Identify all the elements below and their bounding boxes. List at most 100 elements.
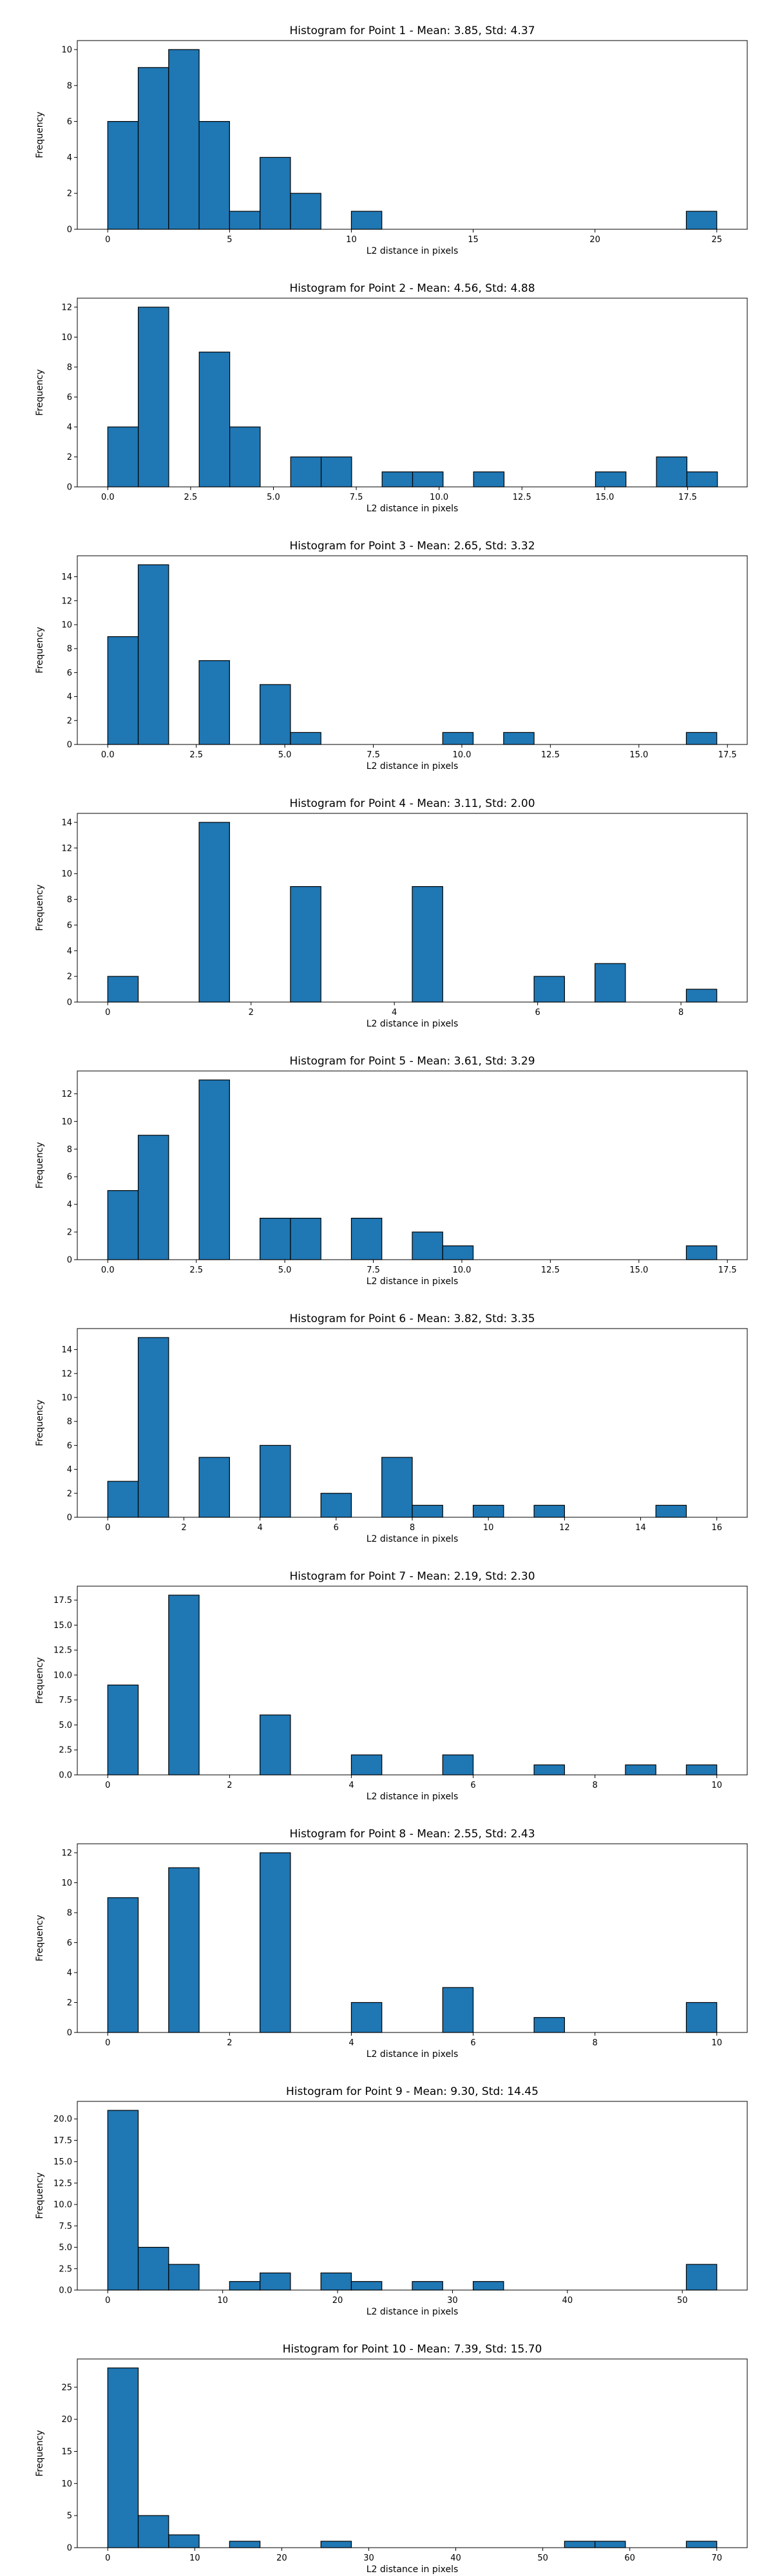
plot-frame: [77, 1586, 748, 1776]
histogram-bar: [260, 684, 291, 745]
x-axis-label: L2 distance in pixels: [367, 504, 459, 514]
histogram-bar: [107, 426, 139, 488]
x-tick-label: 0: [105, 1523, 110, 1533]
y-tick-label: 2: [67, 189, 72, 199]
x-axis-label: L2 distance in pixels: [367, 2307, 459, 2317]
plot-frame: [77, 298, 748, 488]
plot-frame: [77, 1843, 748, 2033]
y-tick-label: 8: [67, 363, 72, 372]
x-tick-label: 0.0: [101, 493, 115, 502]
y-tick-label: 10: [61, 2479, 72, 2489]
y-tick-label: 4: [67, 153, 72, 163]
x-axis-label: L2 distance in pixels: [367, 1534, 459, 1544]
histogram-bar: [533, 1504, 565, 1518]
y-tick-label: 2: [67, 1489, 72, 1499]
y-tick-label: 10: [61, 1879, 72, 1888]
x-tick-label: 5.0: [278, 750, 292, 760]
x-tick-label: 0: [105, 235, 110, 245]
y-tick-label: 14: [61, 1345, 72, 1355]
x-tick-label: 30: [363, 2553, 374, 2563]
x-axis-label: L2 distance in pixels: [367, 761, 459, 772]
x-tick-label: 0.0: [101, 750, 115, 760]
x-tick-label: 15: [468, 235, 479, 245]
histogram-bar: [442, 1245, 474, 1260]
x-tick-label: 7.5: [367, 750, 380, 760]
histogram-bar: [198, 1079, 230, 1260]
x-tick-label: 0.0: [101, 1265, 115, 1275]
y-tick-label: 2: [67, 1998, 72, 2008]
y-tick-label: 20: [61, 2415, 72, 2425]
x-tick-label: 5.0: [278, 1265, 292, 1275]
x-tick-label: 10: [483, 1523, 494, 1533]
y-tick-label: 8: [67, 645, 72, 654]
histogram-bar: [685, 1245, 718, 1260]
plot-frame: [77, 813, 748, 1003]
y-tick-label: 2: [67, 972, 72, 982]
x-tick-label: 0: [105, 2553, 110, 2563]
y-tick-label: 10: [61, 1117, 72, 1127]
histogram-bar: [685, 732, 718, 745]
plot-frame: [77, 1070, 748, 1260]
histogram-chart-1: Histogram for Point 1 - Mean: 3.85, Std:…: [35, 24, 748, 256]
x-axis-label: L2 distance in pixels: [367, 1019, 459, 1029]
chart-title: Histogram for Point 4 - Mean: 3.11, Std:…: [289, 797, 535, 810]
y-tick-label: 0.0: [59, 1771, 72, 1781]
histogram-bar: [168, 2534, 200, 2548]
x-tick-label: 2: [227, 2038, 232, 2048]
histogram-bar: [320, 2541, 352, 2548]
chart-title: Histogram for Point 2 - Mean: 4.56, Std:…: [289, 282, 535, 295]
x-tick-label: 7.5: [350, 493, 363, 502]
histogram-bar: [442, 1754, 474, 1776]
histogram-bar: [260, 1714, 291, 1776]
x-tick-label: 2: [181, 1523, 186, 1533]
x-tick-label: 6: [535, 1008, 540, 1018]
x-tick-label: 30: [447, 2296, 458, 2306]
x-tick-label: 4: [392, 1008, 397, 1018]
histogram-bar: [350, 211, 383, 230]
histogram-bar: [137, 67, 169, 230]
histogram-bar: [290, 886, 321, 1003]
histogram-bar: [381, 1457, 413, 1518]
x-tick-label: 12.5: [513, 493, 531, 502]
histogram-bar: [533, 976, 565, 1003]
y-tick-label: 12.5: [53, 1646, 72, 1656]
x-tick-label: 12.5: [541, 1265, 560, 1275]
histogram-bar: [412, 1231, 443, 1260]
y-tick-label: 0: [67, 2029, 72, 2038]
x-tick-label: 7.5: [367, 1265, 380, 1275]
x-tick-label: 6: [470, 2038, 475, 2048]
y-tick-label: 0.0: [59, 2286, 72, 2296]
histogram-bar: [168, 2264, 200, 2291]
x-tick-label: 8: [592, 1781, 597, 1790]
histogram-bar: [107, 636, 139, 745]
histogram-bar: [107, 120, 139, 230]
histogram-bar: [412, 1504, 443, 1518]
x-tick-label: 60: [624, 2553, 635, 2563]
x-tick-label: 15.0: [629, 1265, 648, 1275]
x-tick-label: 15.0: [595, 493, 614, 502]
y-axis-label: Frequency: [35, 1657, 45, 1703]
y-tick-label: 8: [67, 1145, 72, 1155]
x-tick-label: 16: [711, 1523, 722, 1533]
x-tick-label: 10: [711, 2038, 722, 2048]
chart-title: Histogram for Point 1 - Mean: 3.85, Std:…: [289, 24, 535, 37]
x-tick-label: 17.5: [718, 750, 737, 760]
y-tick-label: 12: [61, 1090, 72, 1099]
histogram-bar: [137, 2246, 169, 2291]
histogram-bar: [168, 49, 200, 230]
x-tick-label: 8: [678, 1008, 683, 1018]
y-tick-label: 10: [61, 869, 72, 879]
y-tick-label: 2.5: [59, 1746, 72, 1756]
x-axis-label: L2 distance in pixels: [367, 246, 459, 256]
histogram-bar: [595, 471, 627, 488]
x-tick-label: 2.5: [189, 1265, 203, 1275]
histogram-bar: [320, 2272, 352, 2291]
histogram-bar: [198, 1457, 230, 1518]
x-tick-label: 10: [217, 2296, 228, 2306]
y-tick-label: 4: [67, 1968, 72, 1978]
histogram-bar: [137, 1135, 169, 1260]
y-tick-label: 10: [61, 620, 72, 630]
histogram-bar: [107, 1684, 139, 1776]
x-tick-label: 0: [105, 1008, 110, 1018]
